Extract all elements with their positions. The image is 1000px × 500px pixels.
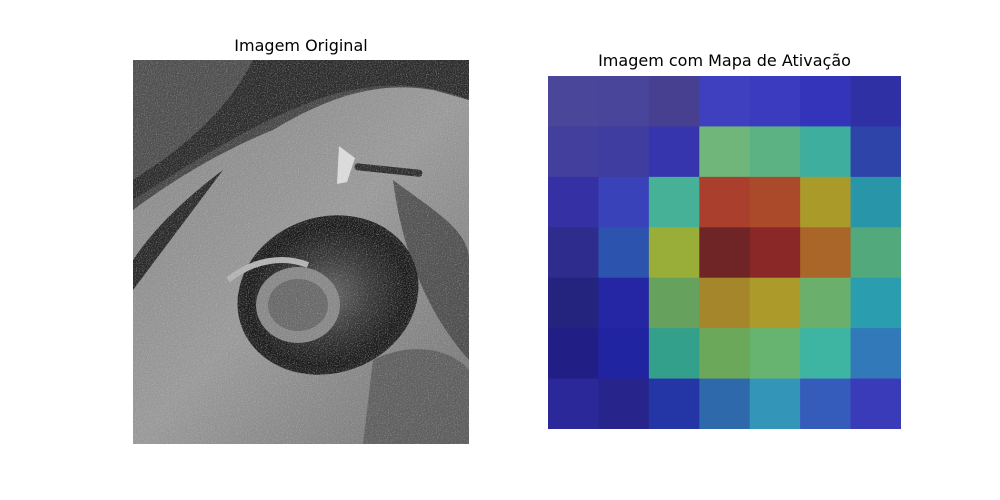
activation-cell — [648, 176, 700, 228]
activation-cell — [749, 227, 801, 279]
activation-cell — [850, 378, 901, 429]
activation-cell — [699, 126, 751, 178]
activation-cell — [800, 378, 852, 429]
activation-cell — [598, 176, 650, 228]
activation-cell — [749, 328, 801, 380]
activation-cell — [699, 176, 751, 228]
activation-cell — [749, 277, 801, 329]
original-image — [133, 60, 469, 444]
activation-cell — [850, 126, 901, 178]
activation-cell — [598, 126, 650, 178]
activation-cell — [548, 126, 599, 178]
activation-cell — [800, 328, 852, 380]
activation-cell — [548, 378, 599, 429]
activation-cell — [598, 328, 650, 380]
activation-cell — [648, 76, 700, 127]
activation-cell — [598, 76, 650, 127]
activation-map — [548, 76, 901, 429]
activation-cell — [800, 277, 852, 329]
activation-cell — [648, 328, 700, 380]
activation-cell — [648, 227, 700, 279]
activation-cell — [548, 227, 599, 279]
activation-cell — [548, 176, 599, 228]
activation-cell — [800, 176, 852, 228]
activation-cell — [648, 277, 700, 329]
activation-cell — [850, 328, 901, 380]
activation-cell — [548, 328, 599, 380]
activation-cell — [598, 227, 650, 279]
activation-cell — [699, 227, 751, 279]
activation-cell — [850, 176, 901, 228]
activation-cell — [800, 76, 852, 127]
original-image-title: Imagem Original — [234, 36, 368, 55]
activation-cell — [850, 76, 901, 127]
activation-cell — [699, 76, 751, 127]
activation-cell — [850, 227, 901, 279]
activation-cell — [598, 378, 650, 429]
activation-cell — [699, 378, 751, 429]
activation-cell — [699, 277, 751, 329]
activation-cell — [548, 277, 599, 329]
activation-cell — [749, 176, 801, 228]
activation-cell — [699, 328, 751, 380]
activation-cell — [548, 76, 599, 127]
original-photo-graphic — [133, 60, 469, 444]
activation-cell — [598, 277, 650, 329]
activation-cell — [749, 76, 801, 127]
activation-cell — [648, 378, 700, 429]
activation-cell — [749, 378, 801, 429]
activation-cell — [800, 126, 852, 178]
activation-map-title: Imagem com Mapa de Ativação — [598, 51, 851, 70]
activation-cell — [850, 277, 901, 329]
activation-cell — [648, 126, 700, 178]
activation-cell — [800, 227, 852, 279]
activation-cell — [749, 126, 801, 178]
activation-grid — [548, 76, 901, 429]
